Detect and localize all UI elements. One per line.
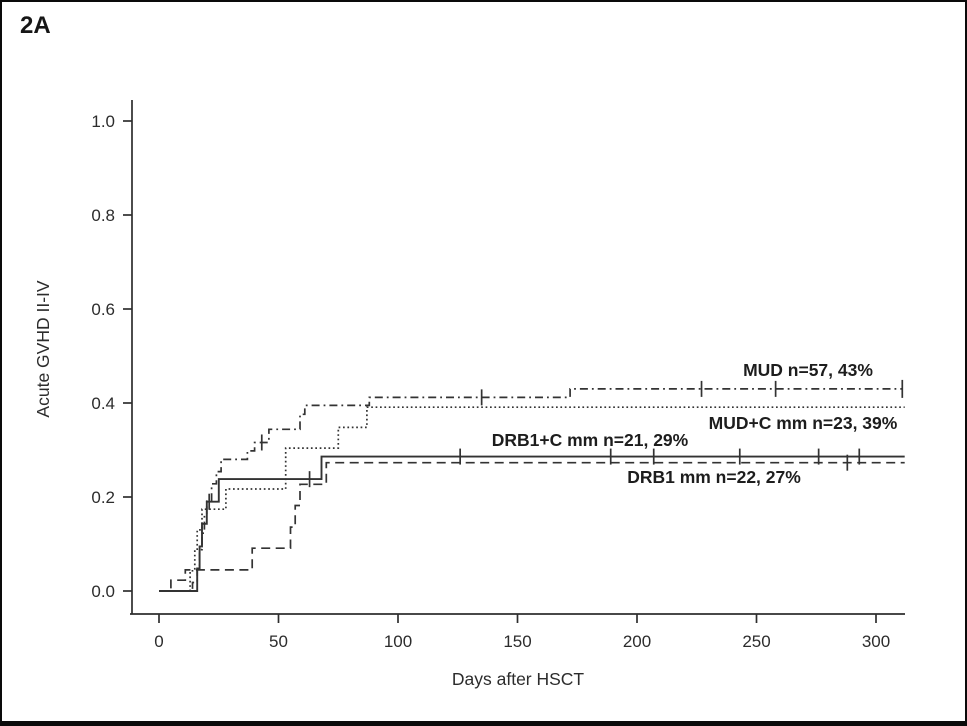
x-axis-tick-label: 100 (384, 632, 412, 651)
series-label-drb1-mm: DRB1 mm n=22, 27% (627, 467, 801, 487)
y-axis-tick-label: 0.8 (91, 206, 115, 225)
x-axis-tick-label: 300 (862, 632, 890, 651)
series-label-mud-c-mm: MUD+C mm n=23, 39% (709, 413, 898, 433)
y-axis-tick-label: 0.0 (91, 582, 115, 601)
curve-drb1-mm (159, 461, 905, 592)
x-axis-title: Days after HSCT (452, 669, 585, 689)
x-axis-tick-label: 50 (269, 632, 288, 651)
x-axis-tick-label: 250 (742, 632, 770, 651)
axes-lines (130, 100, 905, 615)
y-axis-tick-label: 0.4 (91, 394, 115, 413)
y-axis-tick-label: 1.0 (91, 112, 115, 131)
series-label-drb1-c-mm: DRB1+C mm n=21, 29% (492, 430, 689, 450)
x-axis-tick-label: 200 (623, 632, 651, 651)
y-axis-tick-label: 0.6 (91, 300, 115, 319)
x-axis-tick-label: 0 (154, 632, 163, 651)
y-axis-title: Acute GVHD II-IV (33, 280, 53, 417)
figure-label: 2A (20, 12, 51, 39)
curve-mud-c-mm (159, 406, 905, 592)
series-label-mud: MUD n=57, 43% (743, 360, 873, 380)
curve-drb1-c-mm (159, 455, 905, 592)
y-axis-tick-label: 0.2 (91, 488, 115, 507)
x-axis-tick-label: 150 (503, 632, 531, 651)
